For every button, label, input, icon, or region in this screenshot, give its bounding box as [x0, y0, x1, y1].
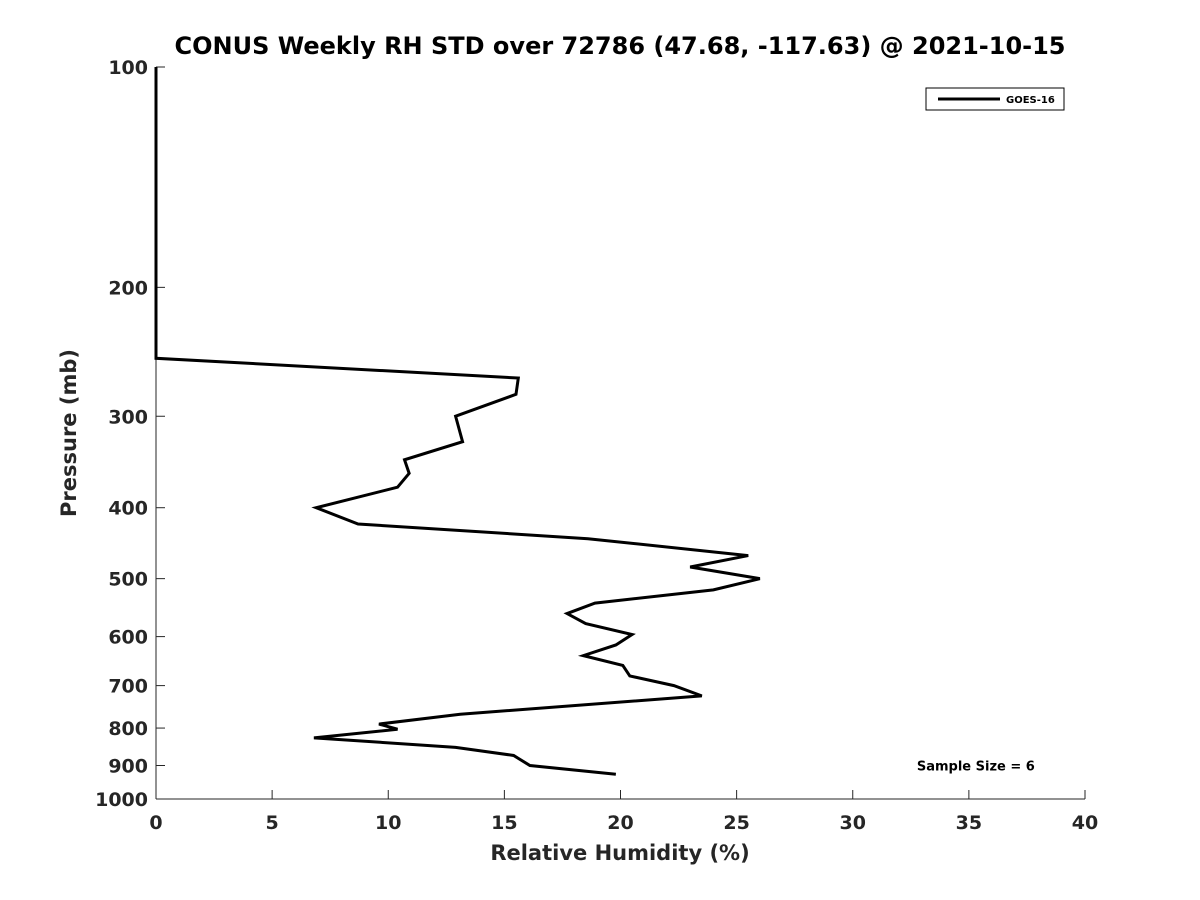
annotation-sample-size: Sample Size = 6: [917, 760, 1035, 775]
y-tick-label: 700: [108, 676, 148, 698]
x-tick-label: 35: [956, 812, 982, 834]
y-tick-label: 800: [108, 718, 148, 740]
y-axis-label: Pressure (mb): [57, 349, 81, 517]
legend: GOES-16: [925, 87, 1065, 111]
x-tick-label: 30: [840, 812, 866, 834]
series-line-goes-16: [154, 67, 761, 776]
y-tick-label: 400: [108, 498, 148, 520]
x-tick-label: 25: [723, 812, 749, 834]
y-tick-label: 600: [108, 627, 148, 649]
axes: 0 5 10 15 20 25 30 35 40 100 200 300 400 500 600 700 800…: [95, 57, 1098, 834]
plot-background: [156, 67, 1085, 799]
y-tick-label: 100: [108, 57, 148, 79]
y-tick-label: 500: [108, 569, 148, 591]
x-tick-label: 20: [607, 812, 633, 834]
plot-area: [156, 67, 1085, 799]
x-axis-label: Relative Humidity (%): [490, 841, 749, 865]
x-tick-label: 40: [1072, 812, 1098, 834]
x-tick-label: 15: [491, 812, 517, 834]
y-tick-label: 1000: [95, 789, 148, 811]
y-tick-label: 200: [108, 277, 148, 299]
legend-label-goes-16: GOES-16: [1006, 95, 1055, 106]
chart-title: CONUS Weekly RH STD over 72786 (47.68, -…: [174, 32, 1065, 60]
y-tick-label: 900: [108, 756, 148, 778]
x-tick-label: 0: [149, 812, 162, 834]
y-tick-label: 300: [108, 406, 148, 428]
x-tick-label: 10: [375, 812, 401, 834]
series-layer: [154, 67, 761, 776]
x-tick-label: 5: [266, 812, 279, 834]
